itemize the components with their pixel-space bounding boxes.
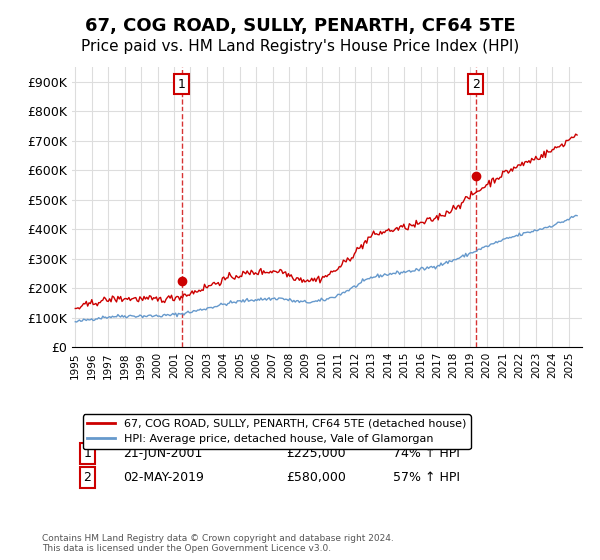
Text: 02-MAY-2019: 02-MAY-2019 <box>123 471 204 484</box>
Text: £580,000: £580,000 <box>286 471 346 484</box>
Text: 21-JUN-2001: 21-JUN-2001 <box>123 447 202 460</box>
Text: 1: 1 <box>178 77 185 91</box>
Text: Price paid vs. HM Land Registry's House Price Index (HPI): Price paid vs. HM Land Registry's House … <box>81 39 519 54</box>
Text: 2: 2 <box>83 471 91 484</box>
Text: Contains HM Land Registry data © Crown copyright and database right 2024.
This d: Contains HM Land Registry data © Crown c… <box>42 534 394 553</box>
Legend: 67, COG ROAD, SULLY, PENARTH, CF64 5TE (detached house), HPI: Average price, det: 67, COG ROAD, SULLY, PENARTH, CF64 5TE (… <box>83 414 470 449</box>
Text: 74% ↑ HPI: 74% ↑ HPI <box>394 447 460 460</box>
Text: 1: 1 <box>83 447 91 460</box>
Text: 2: 2 <box>472 77 479 91</box>
Text: £225,000: £225,000 <box>286 447 346 460</box>
Text: 67, COG ROAD, SULLY, PENARTH, CF64 5TE: 67, COG ROAD, SULLY, PENARTH, CF64 5TE <box>85 17 515 35</box>
Text: 57% ↑ HPI: 57% ↑ HPI <box>394 471 460 484</box>
